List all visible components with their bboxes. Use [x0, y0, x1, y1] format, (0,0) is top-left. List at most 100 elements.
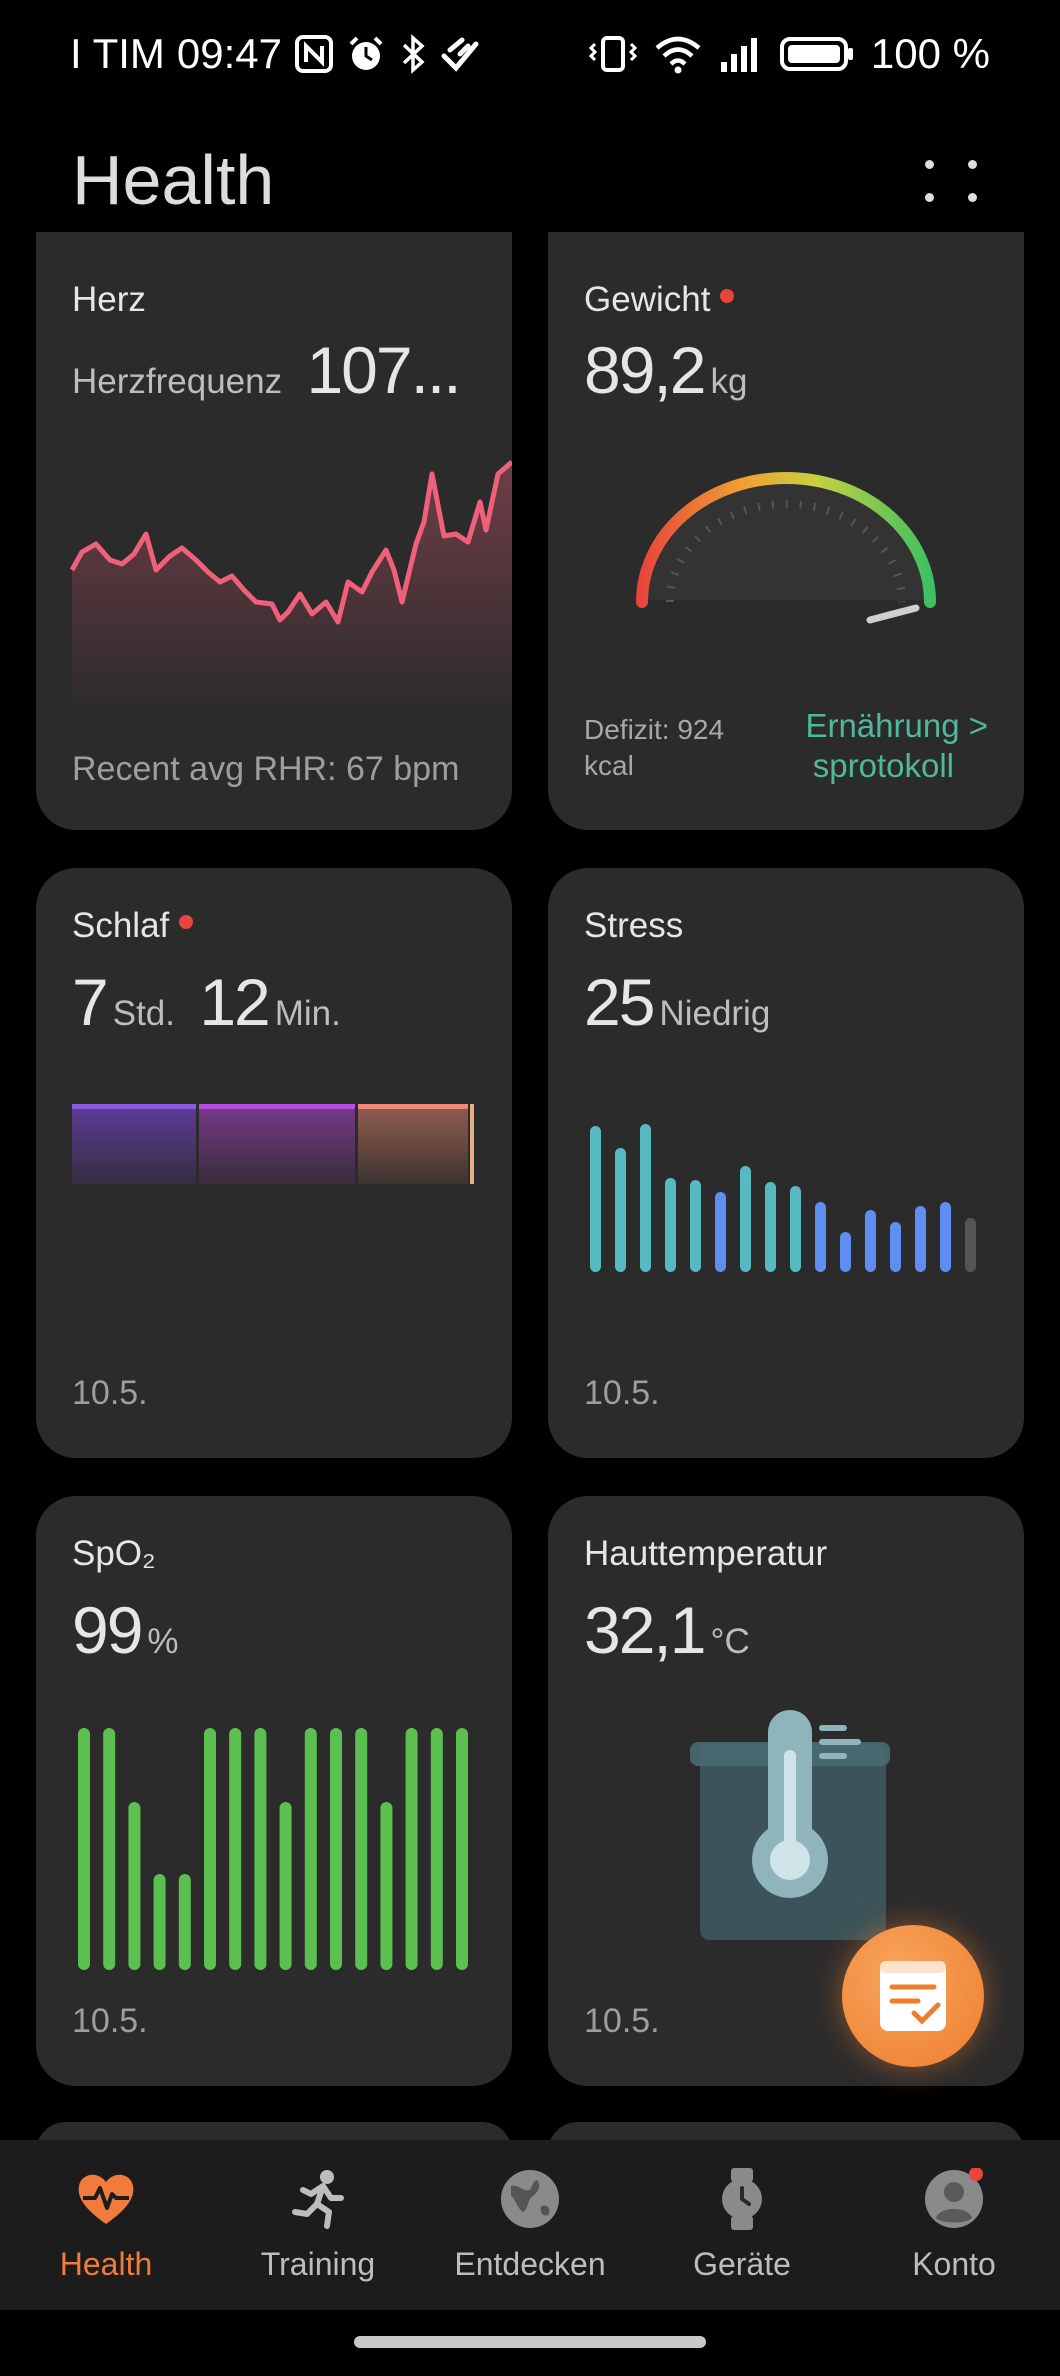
sleep-card[interactable]: Schlaf 7 Std. 12 Min. 10.5.	[36, 868, 512, 1458]
spo2-bar	[430, 1728, 443, 1970]
new-data-dot-icon	[179, 914, 194, 929]
sleep-hours-unit: Std.	[112, 994, 175, 1033]
heart-card[interactable]: Herz Herzfrequenz 107... Recent avg RHR:…	[36, 232, 512, 830]
sleep-minutes-unit: Min.	[274, 994, 341, 1033]
nav-health[interactable]: Health	[6, 2168, 206, 2283]
nav-discover[interactable]: Entdecken	[430, 2168, 630, 2283]
bottom-navigation: Health Training Entdecken	[0, 2140, 1060, 2310]
spo2-bar	[78, 1728, 90, 1970]
stress-bar	[665, 1178, 676, 1272]
spo2-value: 99%	[72, 1592, 179, 1668]
alarm-icon	[349, 36, 383, 70]
spo2-bar	[380, 1802, 393, 1970]
spo2-bar	[229, 1728, 242, 1970]
spo2-bar	[456, 1728, 468, 1970]
vibrate-icon	[588, 36, 637, 72]
sleep-duration: 7 Std. 12 Min.	[72, 964, 341, 1040]
nutrition-log-link[interactable]: Ernährung > sprotokoll	[805, 706, 988, 786]
watch-icon	[722, 2168, 762, 2230]
stress-bar	[740, 1166, 751, 1272]
stress-bar-chart	[590, 1124, 976, 1272]
deficit-line-2: kcal	[584, 750, 634, 781]
clock: 09:47	[176, 30, 282, 77]
sleep-phase-chart	[72, 1104, 474, 1184]
stress-card-title: Stress	[584, 906, 684, 945]
globe-icon	[501, 2170, 559, 2228]
heart-rate-line	[69, 460, 512, 625]
skin-temp-card-title: Hauttemperatur	[584, 1534, 828, 1573]
nav-devices[interactable]: Geräte	[642, 2168, 842, 2283]
stress-bar	[890, 1222, 901, 1272]
thermometer-illustration-icon	[690, 1710, 890, 1940]
health-sync-icon	[441, 37, 479, 72]
skin-temp-date: 10.5.	[584, 2002, 660, 2040]
deficit-text: Defizit: 924 kcal	[584, 712, 724, 784]
stress-bar	[790, 1186, 801, 1272]
stress-level: Niedrig	[659, 994, 771, 1033]
more-options-button[interactable]	[920, 155, 982, 207]
spo2-unit: %	[147, 1622, 179, 1661]
skin-temp-value: 32,1 °C	[584, 1592, 750, 1668]
weight-card[interactable]: Gewicht 89,2 kg Defizit: 924 kcal Ernähru…	[548, 232, 1024, 830]
nav-health-label: Health	[59, 2246, 153, 2282]
stress-bar	[815, 1202, 826, 1272]
spo2-bar	[330, 1728, 342, 1970]
heart-pulse-icon	[78, 2174, 134, 2224]
more-dot-icon	[925, 193, 934, 202]
heart-rhr-footer: Recent avg RHR: 67 bpm	[72, 750, 460, 788]
nav-training[interactable]: Training	[218, 2168, 418, 2283]
spo2-number: 99	[72, 1593, 143, 1667]
stress-bar	[615, 1148, 626, 1272]
spo2-bar	[355, 1728, 368, 1970]
stress-bar	[840, 1232, 851, 1272]
sleep-card-title: Schlaf	[72, 906, 194, 946]
page-title: Health	[72, 141, 275, 219]
skin-temp-number: 32,1	[584, 1593, 706, 1667]
nutrition-link-line-2: sprotokoll	[812, 747, 954, 784]
heart-rate-chart	[69, 460, 512, 700]
stress-number: 25	[584, 965, 655, 1039]
more-dot-icon	[925, 160, 934, 169]
spo2-bar	[254, 1728, 267, 1970]
nav-devices-label: Geräte	[693, 2246, 791, 2282]
heart-rate-value: Herzfrequenz 107...	[72, 332, 462, 408]
spo2-card[interactable]: SpO₂ 99% 10.5.	[36, 1496, 512, 2086]
battery-icon	[779, 37, 853, 71]
stress-card[interactable]: Stress 25 Niedrig 10.5.	[548, 868, 1024, 1458]
spo2-bar	[103, 1728, 116, 1970]
record-fab-button[interactable]	[842, 1925, 984, 2067]
heart-rate-label: Herzfrequenz	[72, 362, 283, 401]
deficit-line-1: Defizit: 924	[584, 714, 725, 745]
spo2-bar	[279, 1802, 292, 1970]
nav-discover-label: Entdecken	[454, 2246, 606, 2282]
home-indicator[interactable]	[354, 2336, 706, 2348]
battery-percent: 100 %	[870, 30, 990, 77]
sleep-minutes: 12	[199, 965, 270, 1039]
sleep-title-text: Schlaf	[72, 906, 170, 945]
wifi-icon	[655, 36, 701, 74]
more-dot-icon	[968, 193, 977, 202]
weight-gauge	[636, 472, 936, 624]
spo2-card-title: SpO₂	[72, 1534, 156, 1573]
stress-bar	[965, 1218, 976, 1272]
account-icon	[925, 2167, 983, 2228]
stress-bar	[940, 1202, 951, 1272]
checklist-icon	[880, 1961, 946, 2031]
heart-rate-number: 107...	[306, 333, 461, 407]
spo2-date: 10.5.	[72, 2002, 148, 2040]
weight-value: 89,2 kg	[584, 332, 747, 408]
more-dot-icon	[968, 160, 977, 169]
nav-account-label: Konto	[912, 2246, 996, 2282]
spo2-bar	[153, 1874, 166, 1970]
skin-temp-unit: °C	[710, 1622, 750, 1661]
nav-account[interactable]: Konto	[854, 2167, 1054, 2283]
spo2-bar	[405, 1728, 418, 1970]
sleep-hours: 7	[72, 965, 109, 1039]
sleep-date: 10.5.	[72, 1374, 148, 1412]
spo2-bar-chart	[78, 1728, 468, 1970]
nutrition-link-line-1: Ernährung	[805, 707, 960, 744]
stress-bar	[640, 1124, 651, 1272]
stress-value: 25 Niedrig	[584, 964, 770, 1040]
chevron-right-icon: >	[968, 707, 988, 744]
new-data-dot-icon	[720, 288, 735, 303]
